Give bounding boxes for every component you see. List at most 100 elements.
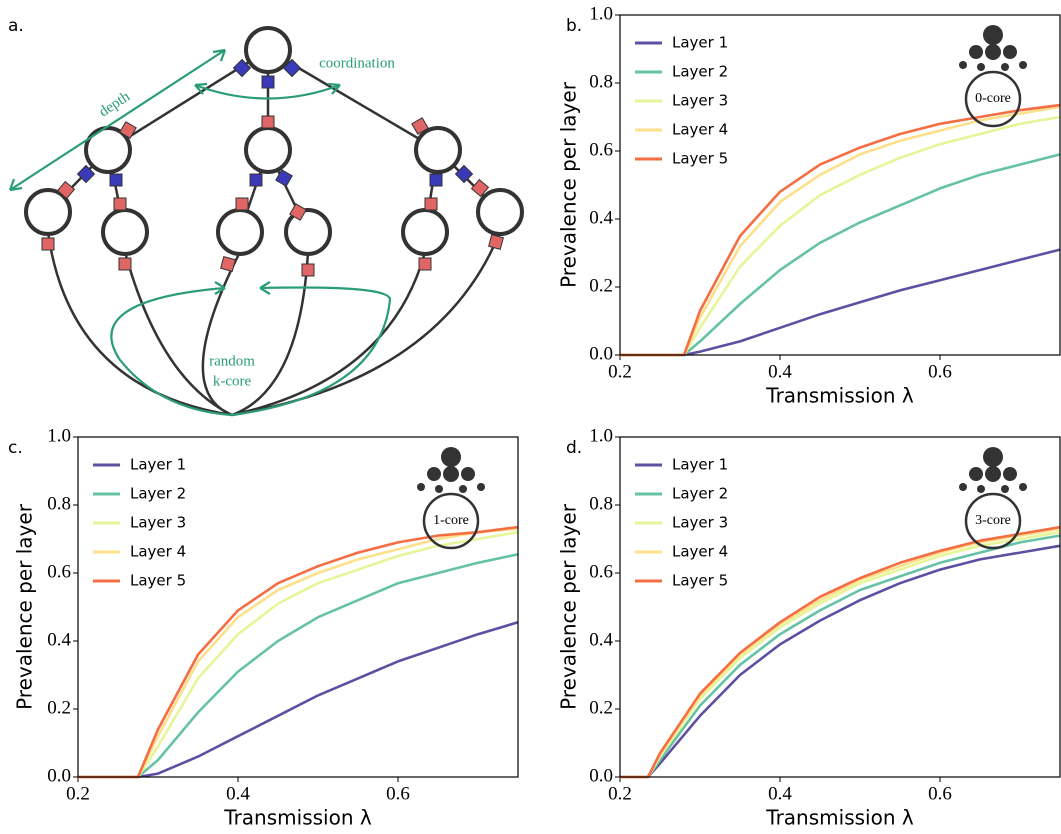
arrow	[9, 49, 226, 191]
inset-dot	[443, 466, 459, 482]
node	[84, 126, 132, 174]
inset-dot	[1003, 45, 1017, 59]
inset-dot	[985, 466, 1001, 482]
stub	[119, 121, 137, 139]
edge	[46, 231, 502, 417]
arrow-head	[214, 281, 271, 295]
inset-label: 1-core	[433, 513, 469, 528]
inset-ring	[422, 492, 480, 550]
y-tick-label: 0.2	[47, 697, 71, 718]
panel-label: d.	[566, 438, 582, 458]
y-axis-label: Prevalence per layer	[13, 503, 37, 710]
inset-label: 3-core	[975, 513, 1011, 528]
x-tick-label: 0.4	[226, 783, 250, 804]
y-axis-label: Prevalence per layer	[557, 503, 581, 710]
inset-dot	[1001, 63, 1009, 71]
stub	[235, 197, 249, 211]
node	[244, 26, 292, 74]
legend-label: Layer 5	[672, 150, 728, 168]
x-tick-label: 0.2	[608, 361, 632, 382]
stub	[301, 263, 315, 277]
x-tick-label: 0.6	[928, 783, 952, 804]
y-tick-label: 0.0	[47, 765, 71, 786]
legend-label: Layer 1	[672, 34, 728, 52]
stub	[429, 173, 443, 187]
y-tick-label: 0.8	[47, 493, 71, 514]
legend-label: Layer 2	[672, 485, 728, 503]
edge	[47, 48, 501, 233]
y-tick-label: 0.6	[589, 561, 613, 582]
line-chart: d.0.00.20.40.60.81.00.2 0.4 0.6Transmissio…	[557, 425, 1061, 830]
arrow	[110, 286, 392, 417]
plot-frame	[619, 14, 1061, 356]
y-tick-label: 1.0	[589, 425, 613, 446]
inset-dot	[985, 44, 1001, 60]
stub	[113, 197, 127, 211]
x-tick-label: 0.2	[66, 783, 90, 804]
stub	[109, 173, 123, 187]
annotation: depth	[96, 88, 133, 120]
x-axis-label: Transmission λ	[223, 806, 372, 830]
x-tick-label: 0.6	[386, 783, 410, 804]
inset-ring	[964, 70, 1022, 128]
stub	[261, 115, 275, 129]
legend-label: Layer 1	[130, 456, 186, 474]
x-tick-label: 0.6	[928, 361, 952, 382]
series-line	[620, 527, 1061, 779]
inset-dot	[983, 447, 1003, 467]
series-line	[620, 544, 1061, 779]
stub	[232, 58, 252, 78]
legend-label: Layer 3	[130, 514, 186, 532]
series-line	[620, 530, 1061, 779]
series-line	[620, 525, 1061, 779]
x-tick-label: 0.2	[608, 783, 632, 804]
stub	[282, 58, 302, 78]
node	[24, 188, 72, 236]
annotation: coordination	[319, 55, 395, 71]
y-tick-label: 1.0	[589, 3, 613, 24]
node	[101, 208, 149, 256]
stubs	[41, 58, 504, 277]
inset-dot	[969, 45, 983, 59]
stub	[220, 256, 236, 272]
inset-dot	[1019, 483, 1027, 491]
y-tick-label: 0.4	[589, 207, 613, 228]
inset-ring	[964, 492, 1022, 550]
plot-frame	[77, 436, 519, 778]
inset-dot	[977, 63, 985, 71]
inset-label: 0-core	[975, 91, 1011, 106]
series-line	[620, 248, 1061, 357]
x-axis-label: Transmission λ	[765, 806, 914, 830]
y-tick-label: 0.0	[589, 765, 613, 786]
inset-dot	[959, 61, 967, 69]
stub	[56, 180, 76, 200]
panel-label: c.	[8, 438, 23, 458]
inset-dot	[459, 485, 467, 493]
arrow-head	[8, 48, 227, 192]
annotation: k-core	[213, 373, 252, 389]
stub	[261, 75, 275, 89]
node	[401, 208, 449, 256]
y-tick-label: 0.2	[589, 275, 613, 296]
stub	[275, 169, 293, 187]
legend-label: Layer 2	[130, 485, 186, 503]
stub	[411, 117, 429, 135]
stub	[249, 173, 263, 187]
annotation: random	[209, 353, 255, 369]
stub	[488, 234, 504, 250]
y-tick-label: 0.8	[589, 71, 613, 92]
inset-dot	[427, 467, 441, 481]
y-tick-label: 0.6	[589, 139, 613, 160]
inset-dot	[477, 483, 485, 491]
legend-label: Layer 1	[672, 456, 728, 474]
y-tick-label: 0.4	[47, 629, 71, 650]
stub	[289, 203, 307, 221]
series-line	[78, 527, 519, 779]
series-line	[78, 525, 519, 779]
x-axis-label: Transmission λ	[765, 384, 914, 408]
legend-label: Layer 3	[672, 514, 728, 532]
stub	[41, 237, 55, 251]
legend-label: Layer 4	[672, 121, 728, 139]
series-line	[78, 621, 519, 779]
